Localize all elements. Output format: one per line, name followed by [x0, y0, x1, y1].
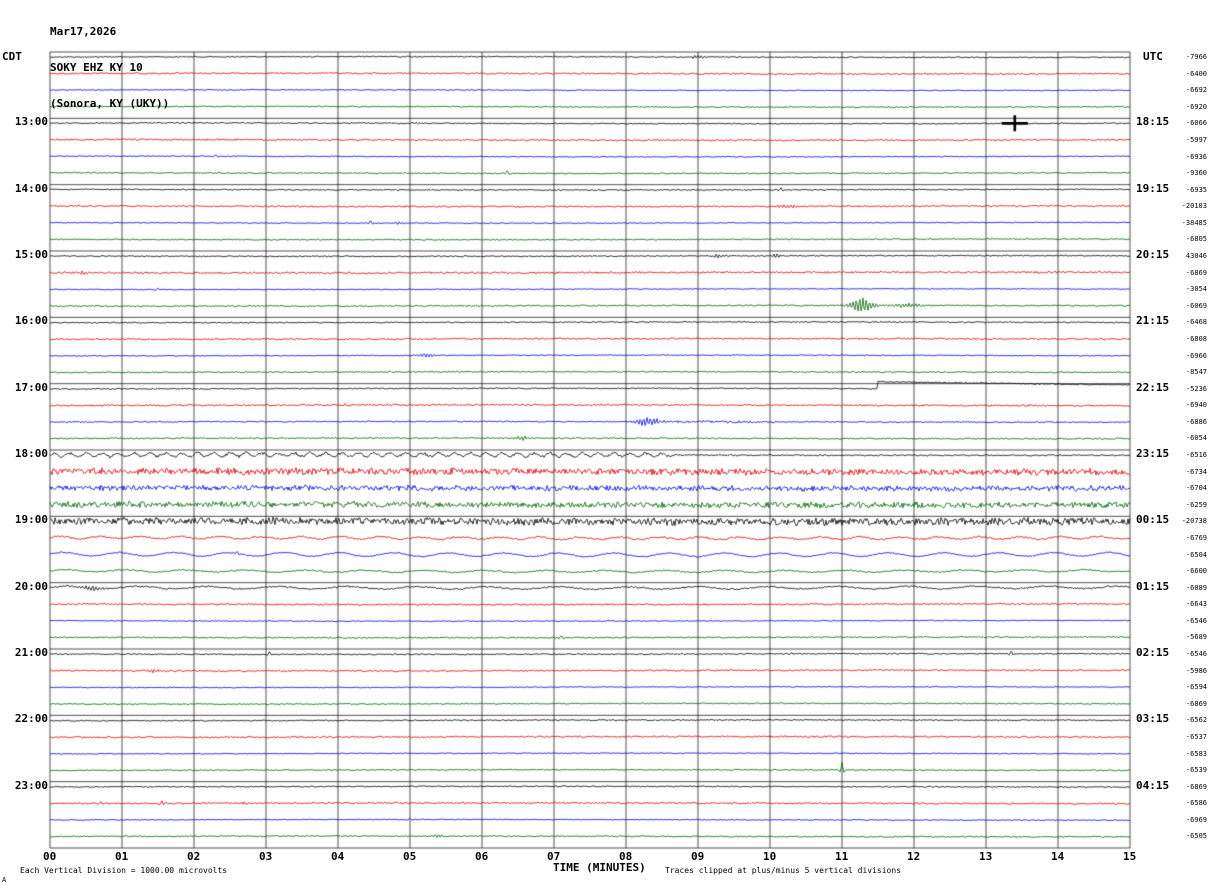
trace-value-label: -6054 [1185, 434, 1207, 443]
trace-value-label: -6586 [1185, 799, 1207, 808]
trace-value-label: -6966 [1185, 351, 1207, 360]
minute-label: 12 [907, 850, 921, 863]
trace-value-label: -5997 [1185, 135, 1207, 144]
right-timezone-label: UTC [1143, 50, 1163, 63]
trace-value-label: -6886 [1185, 417, 1207, 426]
utc-hour-label: 01:15 [1136, 579, 1170, 593]
utc-hour-label: 18:15 [1136, 115, 1170, 129]
trace-value-label: -6969 [1185, 815, 1207, 824]
trace-value-label: -6643 [1185, 600, 1207, 609]
trace-value-label: -6539 [1185, 766, 1207, 775]
trace-value-label: -6089 [1185, 583, 1207, 592]
cdt-hour-label: 19:00 [14, 513, 48, 527]
minute-label: 13 [979, 850, 993, 863]
header-location: (Sonora, KY (UKY)) [50, 97, 170, 110]
trace-value-label: -6692 [1185, 86, 1207, 95]
trace-value-label: -6562 [1185, 716, 1207, 725]
minute-label: 07 [547, 850, 561, 863]
minute-label: 04 [331, 850, 345, 863]
minute-label: 02 [187, 850, 201, 863]
minute-label: 08 [619, 850, 633, 863]
minute-label: 05 [403, 850, 417, 863]
trace-value-label: -6516 [1185, 451, 1207, 459]
trace-value-label: -6940 [1185, 401, 1207, 410]
trace-value-label: -6546 [1185, 616, 1207, 625]
cdt-hour-label: 16:00 [14, 314, 48, 328]
trace-value-label: -6546 [1185, 650, 1207, 658]
plot-header: Mar17,2026 SOKY EHZ KY 10 (Sonora, KY (U… [50, 2, 169, 134]
cdt-hour-label: 21:00 [14, 646, 48, 659]
utc-hour-label: 02:15 [1136, 646, 1170, 659]
trace-value-label: -20738 [1181, 517, 1207, 526]
trace-value-label: -7966 [1185, 53, 1207, 61]
footer-clip-note: Traces clipped at plus/minus 5 vertical … [665, 866, 902, 875]
cdt-hour-label: 20:00 [14, 579, 48, 593]
trace-value-label: -6259 [1185, 500, 1207, 509]
trace-value-label: -6594 [1185, 683, 1207, 692]
trace-value-label: -6920 [1185, 102, 1207, 111]
trace-value-label: -5236 [1185, 384, 1207, 393]
trace-value-label: -3054 [1185, 285, 1207, 294]
header-date: Mar17,2026 [50, 25, 117, 38]
utc-hour-label: 23:15 [1136, 447, 1170, 460]
minute-label: 15 [1123, 850, 1137, 863]
trace-value-label: -6869 [1185, 699, 1207, 708]
minute-label: 00 [43, 850, 57, 863]
trace-value-label: 43046 [1185, 252, 1207, 260]
cdt-hour-label: 22:00 [14, 712, 48, 726]
trace-value-label: -6066 [1185, 119, 1207, 128]
trace-value-label: -6600 [1185, 567, 1207, 576]
trace-value-label: -6537 [1185, 732, 1207, 741]
minute-label: 06 [475, 850, 489, 863]
trace-value-label: -6734 [1185, 467, 1207, 476]
trace-value-label: -6935 [1185, 185, 1207, 194]
trace-value-label: -20103 [1181, 202, 1207, 211]
trace-value-label: -38485 [1181, 218, 1207, 227]
cdt-hour-label: 17:00 [14, 380, 48, 394]
minute-label: 10 [763, 850, 777, 863]
trace-value-label: -5986 [1185, 666, 1207, 675]
utc-hour-label: 19:15 [1136, 181, 1170, 195]
utc-hour-label: 20:15 [1136, 248, 1170, 261]
minute-label: 11 [835, 850, 849, 863]
trace-value-label: -5689 [1185, 633, 1207, 642]
trace-value-label: -6869 [1185, 782, 1207, 791]
cdt-hour-label: 13:00 [14, 115, 48, 129]
header-station: SOKY EHZ KY 10 [50, 61, 143, 74]
left-timezone-label: CDT [2, 50, 22, 63]
trace-value-label: -6583 [1185, 749, 1207, 758]
minute-label: 14 [1051, 850, 1065, 863]
x-axis-title: TIME (MINUTES) [553, 861, 646, 874]
utc-hour-label: 03:15 [1136, 712, 1170, 726]
trace-value-label: -6069 [1185, 301, 1207, 310]
utc-hour-label: 00:15 [1136, 513, 1170, 527]
footer-corner-mark: A [2, 876, 7, 884]
cdt-hour-label: 15:00 [14, 248, 48, 261]
footer-scale-note: Each Vertical Division = 1000.00 microvo… [20, 866, 228, 875]
trace-value-label: -6468 [1185, 318, 1207, 327]
trace-value-label: -6805 [1185, 235, 1207, 244]
trace-value-label: -9360 [1185, 169, 1207, 178]
trace-value-label: -6400 [1185, 69, 1207, 78]
utc-hour-label: 22:15 [1136, 380, 1170, 394]
trace-value-label: -6704 [1185, 484, 1207, 493]
trace-value-label: -8547 [1185, 368, 1207, 377]
trace-value-label: -6808 [1185, 334, 1207, 343]
utc-hour-label: 04:15 [1136, 778, 1170, 792]
minute-label: 01 [115, 850, 129, 863]
minute-label: 03 [259, 850, 273, 863]
trace-value-label: -6505 [1185, 832, 1207, 841]
utc-hour-label: 21:15 [1136, 314, 1170, 328]
minute-label: 09 [691, 850, 705, 863]
cdt-hour-label: 18:00 [14, 447, 48, 460]
trace-value-label: -6769 [1185, 533, 1207, 542]
trace-value-label: -6936 [1185, 152, 1207, 161]
trace-value-label: -6869 [1185, 268, 1207, 277]
trace-value-label: -6504 [1185, 550, 1207, 559]
cdt-hour-label: 23:00 [14, 778, 48, 792]
cdt-hour-label: 14:00 [14, 181, 48, 195]
